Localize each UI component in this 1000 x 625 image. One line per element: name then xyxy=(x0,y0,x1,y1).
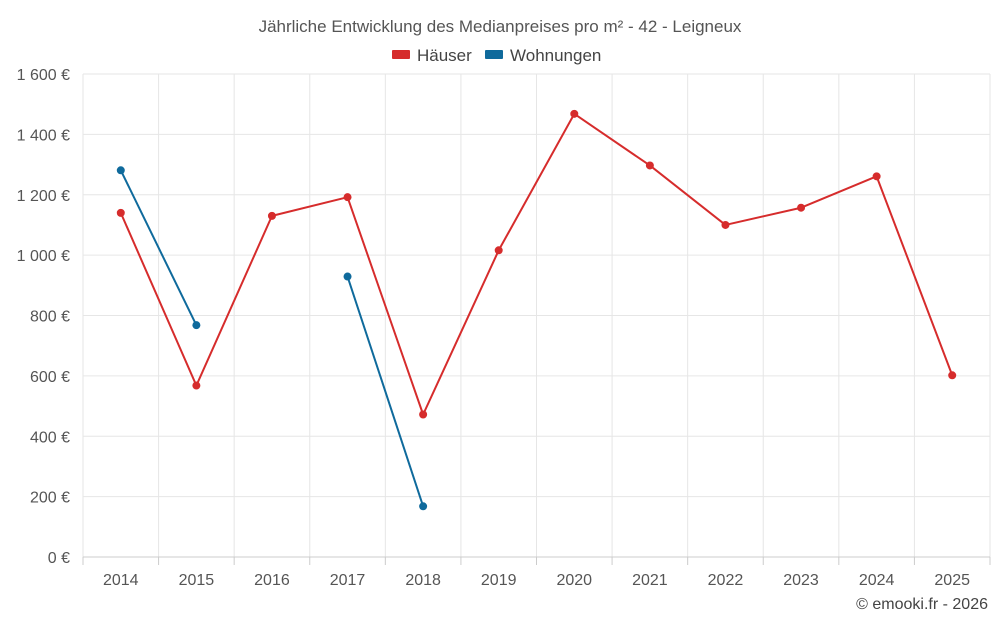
data-point-haeuser[interactable] xyxy=(721,220,730,229)
y-tick-label: 1 400 € xyxy=(17,127,70,144)
y-tick-label: 400 € xyxy=(30,429,70,446)
y-tick-label: 0 € xyxy=(48,550,70,567)
series-line-haeuser xyxy=(119,112,954,416)
data-point-haeuser[interactable] xyxy=(267,211,276,220)
y-tick-label: 1 600 € xyxy=(17,67,70,84)
y-tick-label: 200 € xyxy=(30,490,70,507)
data-point-haeuser[interactable] xyxy=(570,109,579,118)
grid xyxy=(82,73,991,557)
data-point-haeuser[interactable] xyxy=(797,203,806,212)
data-point-wohnungen[interactable] xyxy=(116,166,125,175)
y-tick-label: 800 € xyxy=(30,309,70,326)
x-tick-label: 2025 xyxy=(934,572,970,589)
legend-swatch-haeuser xyxy=(392,50,410,59)
data-point-wohnungen[interactable] xyxy=(419,502,428,511)
y-tick-label: 1 200 € xyxy=(17,188,70,205)
x-tick-label: 2018 xyxy=(405,572,441,589)
data-point-haeuser[interactable] xyxy=(872,172,881,181)
x-tick-label: 2016 xyxy=(254,572,290,589)
x-tick-label: 2017 xyxy=(330,572,366,589)
data-point-haeuser[interactable] xyxy=(494,246,503,255)
x-tick-label: 2014 xyxy=(103,572,139,589)
legend: Häuser Wohnungen xyxy=(392,46,601,65)
series-line-wohnungen xyxy=(346,276,425,507)
y-tick-label: 1 000 € xyxy=(17,248,70,265)
legend-item-wohnungen[interactable]: Wohnungen xyxy=(485,46,601,65)
data-point-wohnungen[interactable] xyxy=(192,321,201,330)
x-tick-label: 2023 xyxy=(783,572,819,589)
legend-swatch-wohnungen xyxy=(485,50,503,59)
chart-title: Jährliche Entwicklung des Medianpreises … xyxy=(259,17,742,36)
y-tick-label: 600 € xyxy=(30,369,70,386)
x-tick-label: 2020 xyxy=(556,572,592,589)
data-point-wohnungen[interactable] xyxy=(343,272,352,281)
data-point-haeuser[interactable] xyxy=(116,208,125,217)
series-wohnungen xyxy=(116,166,428,511)
series-line-wohnungen xyxy=(119,169,198,326)
x-tick-label: 2022 xyxy=(708,572,744,589)
data-point-haeuser[interactable] xyxy=(419,410,428,419)
legend-label-haeuser: Häuser xyxy=(417,46,472,65)
credit-text: © emooki.fr - 2026 xyxy=(856,596,988,613)
data-point-haeuser[interactable] xyxy=(192,381,201,390)
data-point-haeuser[interactable] xyxy=(645,161,654,170)
series-haeuser xyxy=(116,109,957,419)
legend-item-haeuser[interactable]: Häuser xyxy=(392,46,472,65)
x-tick-label: 2024 xyxy=(859,572,895,589)
x-tick-label: 2019 xyxy=(481,572,517,589)
x-tick-label: 2015 xyxy=(179,572,215,589)
axes: 0 € 200 € 400 € 600 € 800 € 1 000 € 1 200 € 1 4… xyxy=(17,67,991,589)
legend-label-wohnungen: Wohnungen xyxy=(510,46,601,65)
series xyxy=(116,109,957,511)
data-point-haeuser[interactable] xyxy=(948,371,957,380)
x-tick-label: 2021 xyxy=(632,572,668,589)
data-point-haeuser[interactable] xyxy=(343,193,352,202)
